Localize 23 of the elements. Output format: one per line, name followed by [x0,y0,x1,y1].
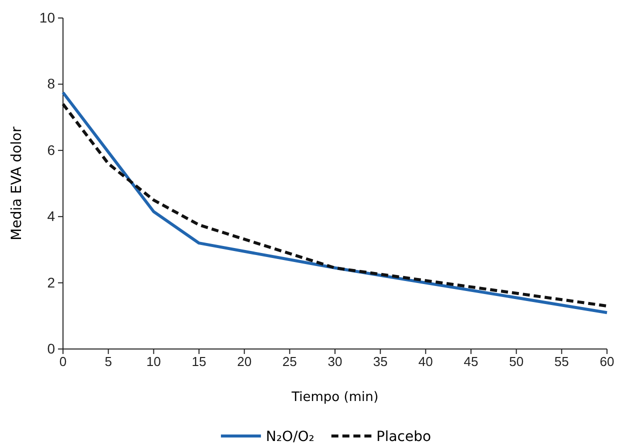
legend-label: Placebo [376,429,432,445]
y-tick-label: 8 [47,76,56,92]
x-tick-label: 40 [418,354,433,370]
x-tick-label: 25 [282,354,297,370]
x-tick-label: 45 [464,354,478,370]
y-tick-label: 4 [47,208,56,224]
x-tick-label: 15 [192,354,206,370]
y-tick-label: 10 [39,9,56,26]
y-axis-title: Media EVA dolor [9,126,25,240]
x-tick-label: 60 [600,354,614,370]
x-tick-label: 50 [509,354,524,370]
x-tick-label: 10 [146,354,161,370]
legend-label: N₂O/O₂ [266,429,314,445]
x-tick-label: 5 [104,354,112,370]
x-tick-label: 0 [59,354,67,370]
x-tick-label: 35 [373,354,388,370]
x-tick-label: 30 [328,354,342,370]
x-tick-label: 20 [237,354,252,370]
x-tick-label: 55 [554,354,569,370]
y-tick-label: 2 [47,274,56,290]
y-tick-label: 6 [47,142,56,158]
y-tick-label: 0 [47,340,56,356]
x-axis-title: Tiempo (min) [290,390,378,405]
